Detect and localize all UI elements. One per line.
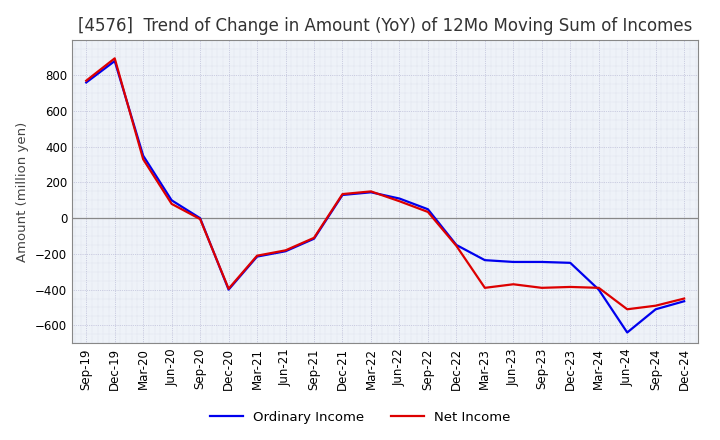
Ordinary Income (338, 192, 347, 198)
Ordinary Income (225, 287, 233, 292)
Ordinary Income (595, 287, 603, 292)
Ordinary Income (139, 153, 148, 158)
Y-axis label: Amount (million yen): Amount (million yen) (17, 121, 30, 261)
Ordinary Income (652, 307, 660, 312)
Ordinary Income (680, 299, 688, 304)
Net Income (423, 209, 432, 215)
Net Income (566, 284, 575, 290)
Ordinary Income (566, 260, 575, 265)
Ordinary Income (282, 249, 290, 254)
Ordinary Income (509, 259, 518, 264)
Ordinary Income (623, 330, 631, 335)
Ordinary Income (196, 216, 204, 221)
Net Income (652, 303, 660, 308)
Net Income (509, 282, 518, 287)
Ordinary Income (310, 236, 318, 242)
Net Income (623, 307, 631, 312)
Net Income (253, 253, 261, 258)
Ordinary Income (395, 196, 404, 201)
Net Income (595, 285, 603, 290)
Net Income (167, 201, 176, 206)
Legend: Ordinary Income, Net Income: Ordinary Income, Net Income (204, 405, 516, 429)
Ordinary Income (366, 190, 375, 195)
Ordinary Income (110, 59, 119, 64)
Net Income (225, 286, 233, 291)
Line: Ordinary Income: Ordinary Income (86, 61, 684, 333)
Ordinary Income (253, 254, 261, 259)
Net Income (452, 243, 461, 249)
Ordinary Income (167, 198, 176, 203)
Net Income (110, 56, 119, 61)
Net Income (338, 191, 347, 197)
Net Income (139, 157, 148, 162)
Net Income (196, 216, 204, 222)
Net Income (480, 285, 489, 290)
Net Income (395, 198, 404, 204)
Ordinary Income (480, 257, 489, 263)
Line: Net Income: Net Income (86, 59, 684, 309)
Net Income (282, 248, 290, 253)
Net Income (310, 235, 318, 241)
Ordinary Income (452, 242, 461, 248)
Title: [4576]  Trend of Change in Amount (YoY) of 12Mo Moving Sum of Incomes: [4576] Trend of Change in Amount (YoY) o… (78, 17, 693, 35)
Ordinary Income (537, 259, 546, 264)
Net Income (366, 189, 375, 194)
Net Income (82, 78, 91, 83)
Ordinary Income (82, 80, 91, 85)
Net Income (680, 296, 688, 301)
Ordinary Income (423, 207, 432, 212)
Net Income (537, 285, 546, 290)
